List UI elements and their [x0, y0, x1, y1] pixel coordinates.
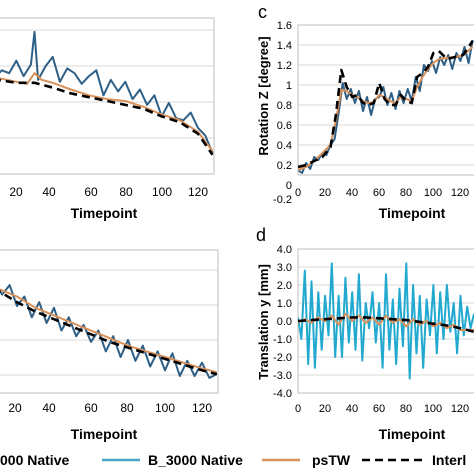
x-tick-label: 40 [346, 187, 358, 199]
x-tick-label: 120 [451, 403, 469, 415]
x-tick-label: 0 [295, 187, 301, 199]
y-tick-label: 1.4 [277, 40, 292, 52]
panel-top-left: 20 40 60 80 100 120 Timepoint [0, 17, 215, 221]
series-line-1 [0, 288, 218, 374]
x-tick-label: 60 [373, 187, 385, 199]
plot-border [297, 24, 474, 176]
y-tick-label: 1 [286, 80, 292, 92]
x-tick-label: 100 [424, 187, 442, 199]
x-tick-label: 20 [319, 187, 331, 199]
y-tick-label: -1.0 [273, 334, 292, 346]
y-tick-label: -4.0 [273, 388, 292, 400]
y-axis-label: Translation y [mm] [256, 264, 271, 380]
plot-border [0, 249, 219, 394]
x-tick-label: 120 [451, 187, 469, 199]
x-tick-label: 20 [9, 185, 23, 199]
panel-label-d: d [256, 225, 266, 245]
series-layer [0, 30, 214, 156]
legend: 000 Native B_3000 Native psTW Interl [0, 452, 466, 468]
series-line-2 [298, 40, 474, 169]
x-tick-label: 80 [119, 185, 133, 199]
y-tick-label: 0.4 [277, 140, 292, 152]
panel-d: d Translation y [mm] 4.0 3.0 2.0 1.0 0.0… [256, 225, 474, 442]
y-tick-label: 0.8 [277, 100, 292, 112]
x-tick-label: 20 [319, 403, 331, 415]
panel-c: c Rotation Z [degree] 1.6 1.4 1.2 1 0.8 … [256, 2, 474, 221]
legend-label: 000 Native [0, 452, 69, 468]
x-tick-label: 0 [295, 403, 301, 415]
y-axis-label: Rotation Z [degree] [256, 36, 271, 155]
series-line-2 [0, 78, 214, 156]
plot-border [0, 17, 215, 175]
legend-label: psTW [312, 452, 351, 468]
x-tick-label: 80 [120, 401, 134, 415]
panel-bottom-left: 20 40 60 80 100 120 Timepoint [0, 249, 219, 442]
x-tick-label: 80 [400, 187, 412, 199]
x-tick-label: 120 [192, 401, 212, 415]
x-tick-label: 80 [400, 403, 412, 415]
panel-label-c: c [258, 2, 267, 22]
series-line-2 [0, 290, 218, 376]
x-tick-label: 20 [8, 401, 22, 415]
y-tick-label: 0 [286, 180, 292, 192]
y-tick-label: 1.6 [277, 20, 292, 32]
series-line-1 [0, 72, 214, 152]
x-tick-label: 40 [346, 403, 358, 415]
y-tick-label: 1.0 [277, 298, 292, 310]
x-tick-label: 60 [84, 401, 98, 415]
x-tick-label: 60 [373, 403, 385, 415]
y-tick-label: -0.2 [273, 194, 292, 206]
x-tick-label: 40 [42, 401, 56, 415]
x-axis-label: Timepoint [379, 205, 446, 221]
series-line-0 [298, 262, 474, 380]
y-tick-label: 1.2 [277, 60, 292, 72]
y-tick-label: 2.0 [277, 280, 292, 292]
y-tick-label: 3.0 [277, 262, 292, 274]
series-line-0 [0, 30, 214, 154]
series-layer [298, 39, 474, 174]
x-tick-label: 60 [84, 185, 98, 199]
legend-label: B_3000 Native [148, 452, 243, 468]
y-tick-label: 4.0 [277, 244, 292, 256]
x-tick-label: 100 [424, 403, 442, 415]
x-axis-label: Timepoint [71, 426, 138, 442]
series-line-0 [298, 39, 474, 174]
x-axis-label: Timepoint [71, 205, 138, 221]
y-tick-label: 0.6 [277, 120, 292, 132]
series-line-2 [298, 316, 474, 334]
x-tick-label: 100 [155, 401, 175, 415]
x-tick-label: 120 [188, 185, 208, 199]
y-tick-label: 0.0 [277, 316, 292, 328]
x-tick-label: 100 [152, 185, 172, 199]
legend-label: Interl [432, 452, 466, 468]
y-tick-label: -2.0 [273, 352, 292, 364]
series-layer [0, 284, 218, 379]
x-tick-label: 40 [42, 185, 56, 199]
series-layer [298, 262, 474, 380]
y-tick-label: -3.0 [273, 370, 292, 382]
y-tick-label: 0.2 [277, 160, 292, 172]
x-axis-label: Timepoint [379, 426, 446, 442]
